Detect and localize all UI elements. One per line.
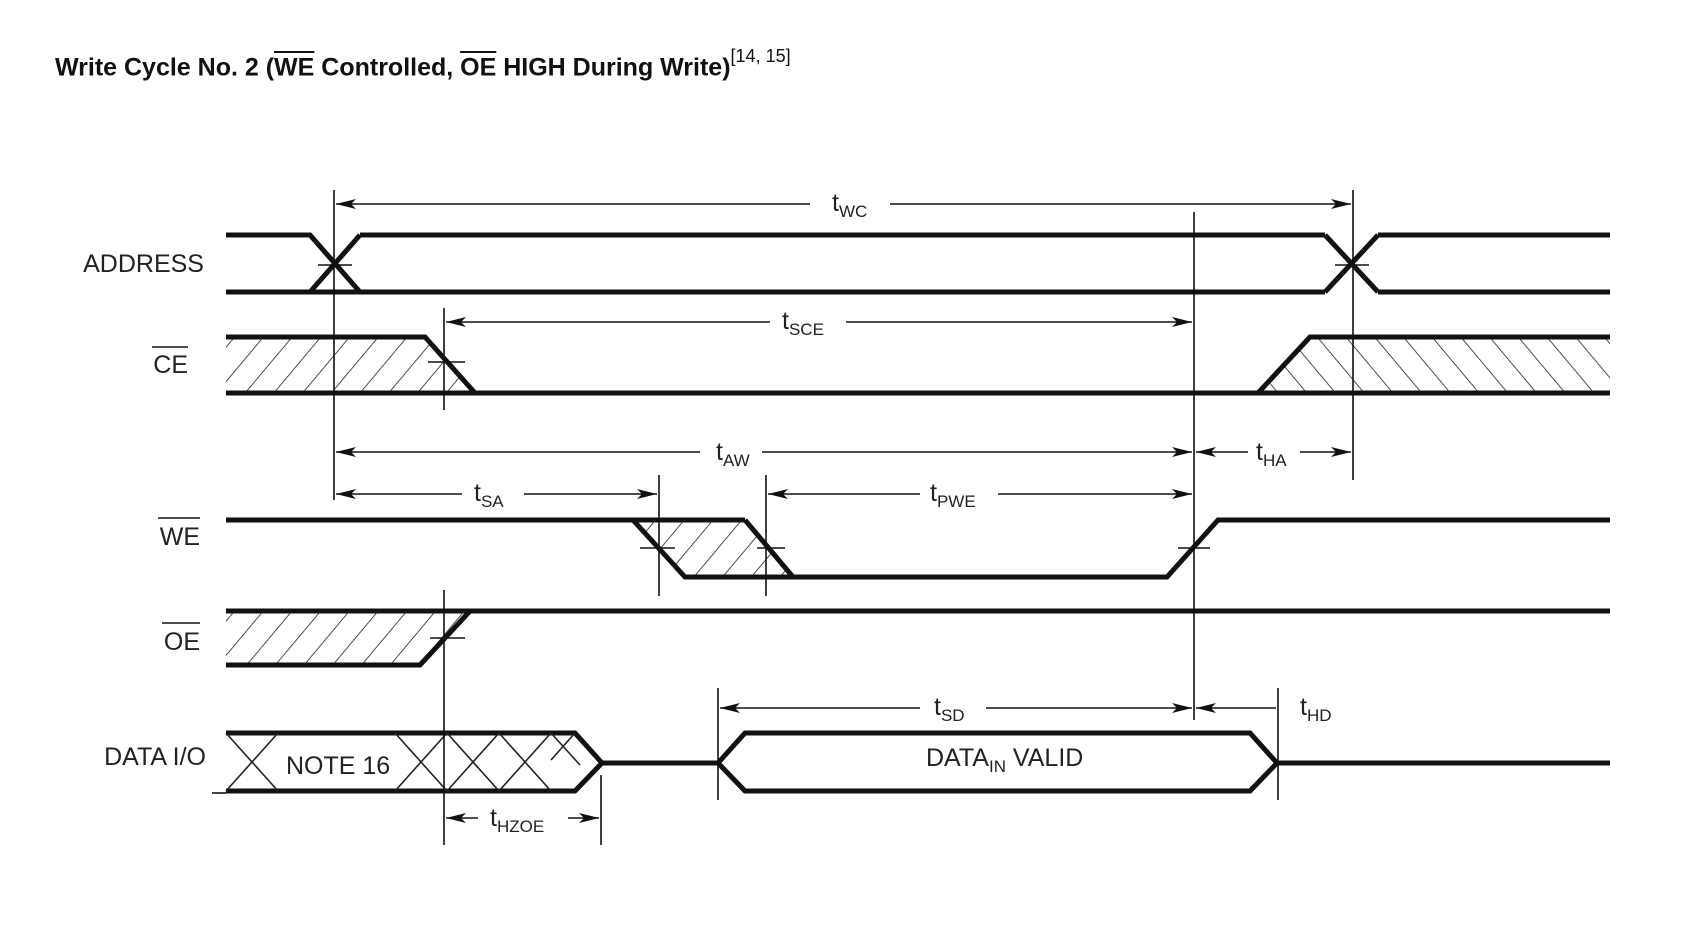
ce-label: CE (153, 351, 188, 379)
data-io-label: DATA I/O (104, 743, 206, 771)
address-label: ADDRESS (83, 250, 204, 278)
twc-label: tWC (832, 189, 867, 221)
thd-label: tHD (1300, 693, 1332, 725)
title-refs: [14, 15] (730, 46, 791, 66)
diagram-title: Write Cycle No. 2 (WE Controlled, OE HIG… (55, 46, 791, 82)
title-we: WE (274, 53, 315, 82)
tsa-label: tSA (474, 479, 504, 511)
data-in-valid-label: DATAIN VALID (926, 744, 1083, 776)
taw-label: tAW (716, 438, 750, 470)
oe-label: OE (164, 628, 200, 656)
data-in-valid-prefix: DATA (926, 744, 989, 772)
data-in-valid-suffix: VALID (1006, 744, 1083, 772)
note16-label: NOTE 16 (286, 752, 390, 780)
tsce-label: tSCE (782, 307, 824, 339)
title-prefix: Write Cycle No. 2 ( (55, 53, 275, 82)
we-waveform (226, 517, 1610, 580)
tha-label: tHA (1256, 438, 1287, 470)
data-in-valid-sub: IN (989, 757, 1006, 776)
we-label: WE (160, 523, 200, 551)
ce-waveform (226, 334, 1610, 396)
title-oe: OE (460, 53, 497, 82)
tpwe-label: tPWE (930, 479, 976, 511)
tsd-label: tSD (934, 693, 965, 725)
reference-lines (333, 190, 1354, 845)
address-waveform (226, 232, 1610, 295)
title-middle: Controlled, (314, 53, 461, 82)
oe-waveform (226, 608, 1610, 668)
thzoe-label: tHZOE (490, 804, 544, 836)
timing-arrows (336, 199, 1351, 823)
data-io-waveform (212, 730, 1610, 794)
title-suffix: HIGH During Write) (496, 53, 731, 82)
